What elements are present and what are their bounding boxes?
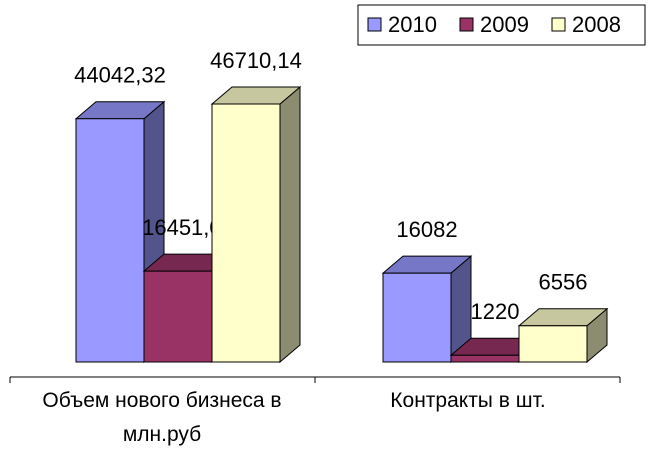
legend-swatch — [551, 17, 566, 32]
bar-front — [211, 103, 281, 363]
value-label: 1220 — [471, 299, 520, 324]
legend-box — [357, 4, 646, 46]
legend-label: 2008 — [572, 12, 621, 37]
legend-swatch — [367, 17, 382, 32]
bar — [210, 85, 302, 364]
legend-swatch — [459, 17, 474, 32]
value-label: 44042,32 — [74, 63, 166, 88]
value-label: 16082 — [396, 217, 457, 242]
bar — [517, 307, 609, 364]
bar-front — [450, 354, 520, 363]
category-label: Контракты в шт. — [390, 389, 546, 412]
bar-front — [75, 118, 145, 363]
bar — [381, 255, 473, 364]
legend-label: 2009 — [480, 12, 529, 37]
legend-label: 2010 — [388, 12, 437, 37]
category-label: Объем нового бизнеса в млн.руб — [42, 389, 282, 446]
bar-front — [143, 270, 213, 363]
value-label: 46710,14 — [210, 48, 302, 73]
bar-side — [279, 85, 301, 364]
bar-front — [382, 272, 452, 363]
value-label: 6556 — [539, 270, 588, 295]
bar-front — [518, 325, 588, 363]
